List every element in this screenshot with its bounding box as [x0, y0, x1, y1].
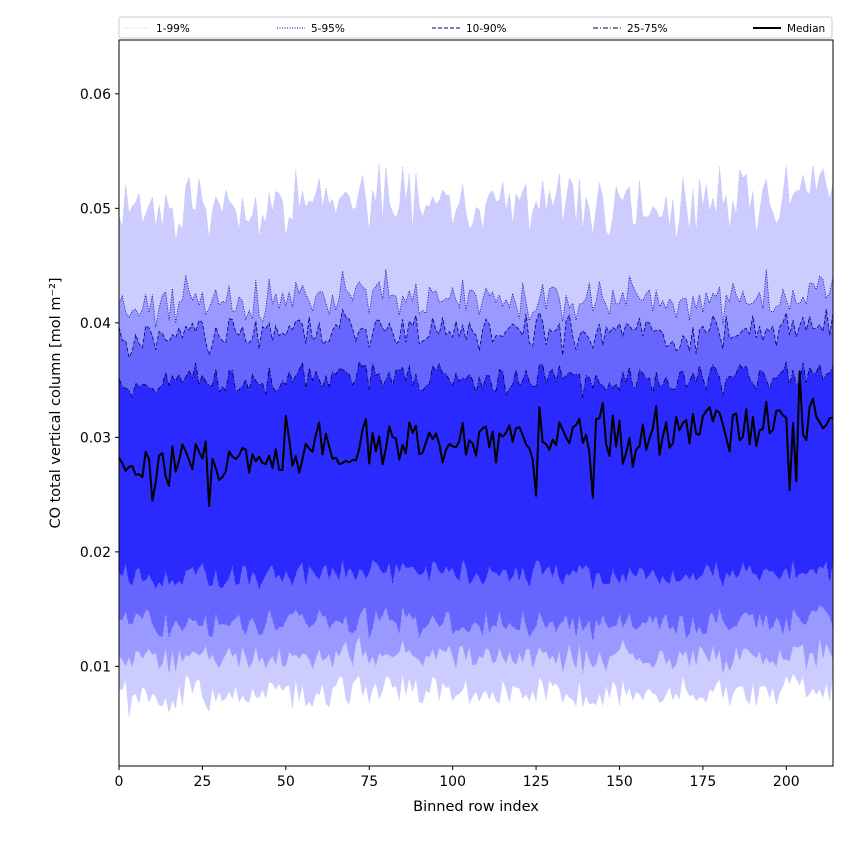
x-tick-label: 75	[360, 774, 378, 790]
band-lower-line-10-90%	[118, 603, 834, 641]
x-tick-label: 150	[606, 774, 633, 790]
plot-frame	[118, 39, 834, 767]
y-axis-label: CO total vertical column [mol m⁻²]	[48, 277, 64, 528]
percentile-bands	[119, 164, 833, 717]
x-tick-label: 100	[439, 774, 466, 790]
legend-label-Median: Median	[787, 23, 825, 35]
band-upper-line-10-90%	[118, 308, 834, 359]
legend-label-1-99%: 1-99%	[156, 23, 190, 35]
band-25-75%	[119, 361, 833, 589]
legend-label-10-90%: 10-90%	[466, 23, 507, 35]
y-axis-ticks: 0.01 0.02 0.03 0.04 0.05 0.06	[80, 87, 119, 675]
legend-label-25-75%: 25-75%	[627, 23, 668, 35]
x-axis-ticks: 0 25 50 75 100 125 150 175 200	[115, 766, 800, 790]
band-lower-line-5-95%	[118, 634, 834, 674]
legend-box	[118, 16, 833, 39]
x-tick-label: 125	[523, 774, 550, 790]
legend: 1-99% 5-95% 10-90% 25-75% Median	[118, 16, 833, 39]
y-tick-label: 0.06	[80, 87, 111, 103]
y-tick-label: 0.02	[80, 545, 111, 561]
median-layer	[118, 370, 834, 507]
x-axis-label: Binned row index	[413, 799, 539, 815]
x-tick-label: 0	[115, 774, 124, 790]
x-tick-label: 50	[277, 774, 295, 790]
x-tick-label: 175	[690, 774, 717, 790]
band-lower-line-25-75%	[118, 557, 834, 590]
band-upper-line-1-99%	[118, 163, 834, 242]
band-upper-line-5-95%	[118, 269, 834, 328]
y-tick-label: 0.03	[80, 430, 111, 446]
legend-label-5-95%: 5-95%	[311, 23, 345, 35]
band-upper-line-25-75%	[118, 360, 834, 399]
band-lower-line-1-99%	[118, 672, 834, 718]
x-tick-label: 25	[193, 774, 211, 790]
x-tick-label: 200	[773, 774, 800, 790]
y-tick-label: 0.01	[80, 659, 111, 675]
percentile-band-lines	[118, 163, 834, 718]
median-line	[118, 370, 834, 507]
y-tick-label: 0.04	[80, 316, 111, 332]
y-tick-label: 0.05	[80, 201, 111, 217]
